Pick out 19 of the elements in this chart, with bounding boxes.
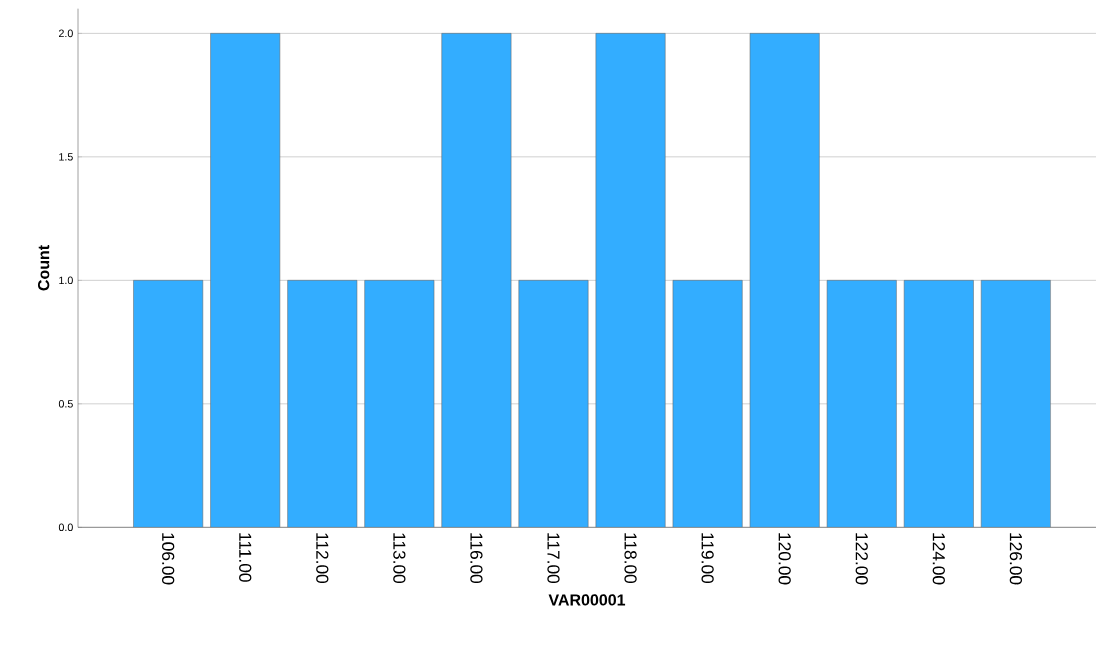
x-tick-label: 117.00 xyxy=(547,533,560,584)
x-tick-label: 118.00 xyxy=(624,533,637,584)
y-axis-title: Count xyxy=(37,245,50,291)
x-tick-label: 116.00 xyxy=(470,533,483,584)
x-tick-label: 120.00 xyxy=(778,533,791,585)
x-axis-title: VAR00001 xyxy=(548,594,626,606)
x-tick-label: 126.00 xyxy=(1009,533,1022,585)
x-tick-label: 111.00 xyxy=(239,533,252,582)
x-tick-label: 124.00 xyxy=(932,533,945,585)
y-tick-label: 0.5 xyxy=(58,400,73,408)
x-tick-label: 122.00 xyxy=(855,533,868,585)
y-tick-label: 0.0 xyxy=(58,523,73,532)
x-tick-label: 106.00 xyxy=(162,533,175,585)
y-tick-label: 2.0 xyxy=(59,29,73,38)
x-tick-label: 119.00 xyxy=(701,533,714,584)
y-tick-label: 1.5 xyxy=(59,153,73,161)
x-tick-label: 113.00 xyxy=(393,533,406,584)
y-tick-label: 1.0 xyxy=(59,276,73,285)
x-tick-label: 112.00 xyxy=(316,533,329,584)
